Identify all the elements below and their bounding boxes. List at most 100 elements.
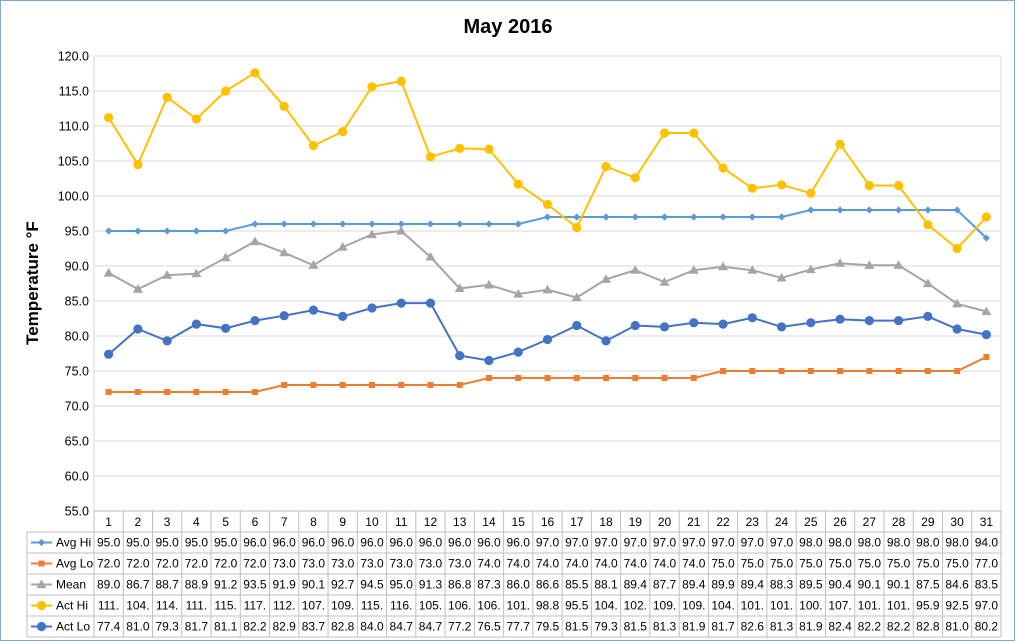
data-table-cell: 75.0 [741, 557, 765, 571]
data-table-cell: 82.4 [828, 620, 852, 634]
data-table-cell: 96.0 [477, 536, 501, 550]
series-mean [103, 226, 992, 316]
data-point-avg-hi [456, 220, 464, 228]
data-point-act-hi [279, 101, 289, 111]
data-point-act-lo [133, 324, 143, 334]
y-axis-ticks: 55.0 60.0 65.0 70.0 75.0 80.0 85.0 90.0 95.0 100.… [58, 50, 89, 519]
data-point-act-lo [191, 319, 202, 329]
data-point-act-hi [308, 141, 319, 151]
data-point-avg-lo [368, 382, 375, 388]
data-point-act-lo [718, 319, 728, 329]
legend-entry-avg-lo: Avg Lo [31, 557, 93, 571]
data-point-avg-hi [631, 213, 639, 221]
data-table-cell: 81.9 [799, 620, 823, 634]
data-point-mean [864, 260, 875, 269]
data-point-mean [747, 265, 758, 274]
data-point-act-lo [923, 311, 933, 321]
data-table-cell: 95.0 [390, 578, 414, 592]
data-table-cell: 81.7 [711, 620, 735, 634]
data-table-cell: 81.3 [770, 620, 794, 634]
data-point-avg-hi [426, 220, 435, 228]
y-tick-label: 105.0 [58, 155, 89, 169]
data-table-cell: 82.8 [916, 620, 940, 634]
y-tick-label: 115.0 [59, 85, 89, 99]
data-point-avg-hi [163, 227, 171, 235]
data-table-cell: 96.0 [302, 536, 326, 550]
series-avg-hi [105, 206, 990, 242]
data-table-cell: 81.1 [214, 620, 238, 634]
data-point-avg-lo [193, 389, 200, 395]
gridlines [93, 55, 1002, 512]
data-table-cell: 98.8 [536, 599, 560, 613]
data-point-avg-lo [485, 375, 492, 381]
x-category-label: 6 [252, 515, 259, 529]
data-table-cell: 98.0 [828, 536, 852, 550]
data-point-mean [630, 265, 641, 274]
y-tick-label: 80.0 [65, 330, 89, 344]
data-table-cell: 79.3 [594, 620, 618, 634]
data-point-mean [952, 298, 963, 308]
data-point-mean [571, 292, 582, 302]
data-table-cell: 107. [828, 599, 851, 613]
data-table-cell: 73.0 [419, 557, 443, 571]
x-category-label: 13 [453, 515, 467, 529]
x-category-label: 10 [365, 515, 379, 529]
data-table-cell: 97.0 [711, 536, 735, 550]
data-point-avg-hi [543, 213, 552, 221]
legend-swatch-marker [36, 579, 47, 589]
data-point-mean [396, 226, 407, 235]
legend-label: Avg Lo [56, 557, 93, 571]
data-point-act-hi [338, 127, 348, 137]
data-point-avg-lo [515, 375, 522, 381]
data-point-avg-hi [485, 220, 493, 228]
x-category-label: 28 [892, 515, 906, 529]
legend-swatch-marker [36, 600, 47, 611]
data-point-mean [337, 242, 348, 251]
data-point-act-lo [484, 355, 494, 366]
x-category-label: 29 [921, 515, 935, 529]
data-table-cell: 82.2 [243, 620, 267, 634]
data-point-act-hi [455, 143, 465, 153]
data-table-cell: 97.0 [975, 599, 999, 613]
data-table-cell: 97.0 [682, 536, 706, 550]
data-table-cell: 95.0 [126, 536, 150, 550]
data-table-cell: 77.4 [97, 620, 121, 634]
x-category-label: 1 [105, 515, 112, 529]
data-table-cell: 80.2 [975, 620, 999, 634]
data-table-cell: 90.4 [828, 578, 852, 592]
data-point-act-hi [367, 82, 377, 92]
data-table-cell: 74.0 [507, 557, 531, 571]
data-point-avg-lo [573, 375, 580, 381]
data-point-avg-hi [368, 220, 376, 228]
data-point-act-hi [104, 113, 114, 123]
data-table-cell: 74.0 [536, 557, 560, 571]
data-table-cell: 95.9 [916, 599, 940, 613]
x-category-label: 17 [570, 515, 584, 529]
data-table-cell: 72.0 [243, 557, 267, 571]
data-table-cell: 105. [419, 599, 442, 613]
data-point-act-lo [425, 298, 436, 308]
data-table-cell: 109. [682, 599, 705, 613]
data-table-cell: 83.5 [975, 578, 999, 592]
data-point-mean [922, 278, 933, 288]
data-point-act-hi [981, 212, 991, 222]
data-point-act-lo [367, 303, 377, 313]
data-point-mean [718, 261, 729, 271]
data-point-mean [805, 264, 816, 274]
data-point-avg-lo [807, 368, 814, 374]
data-table-cell: 75.0 [945, 557, 969, 571]
data-point-avg-lo [398, 382, 405, 388]
data-point-avg-hi [397, 220, 405, 228]
data-point-act-hi [250, 68, 260, 78]
data-table-cell: 115. [361, 599, 383, 613]
data-point-avg-lo [456, 382, 463, 388]
data-point-act-hi [396, 76, 406, 86]
y-tick-label: 70.0 [65, 400, 89, 414]
data-point-avg-lo [134, 389, 141, 395]
legend-label: Avg Hi [56, 536, 91, 550]
data-table-cell: 81.5 [624, 620, 648, 634]
y-tick-label: 120.0 [58, 50, 89, 64]
data-table-cell: 112. [273, 599, 295, 613]
data-table-cell: 96.0 [419, 536, 443, 550]
x-category-label: 7 [281, 515, 288, 529]
